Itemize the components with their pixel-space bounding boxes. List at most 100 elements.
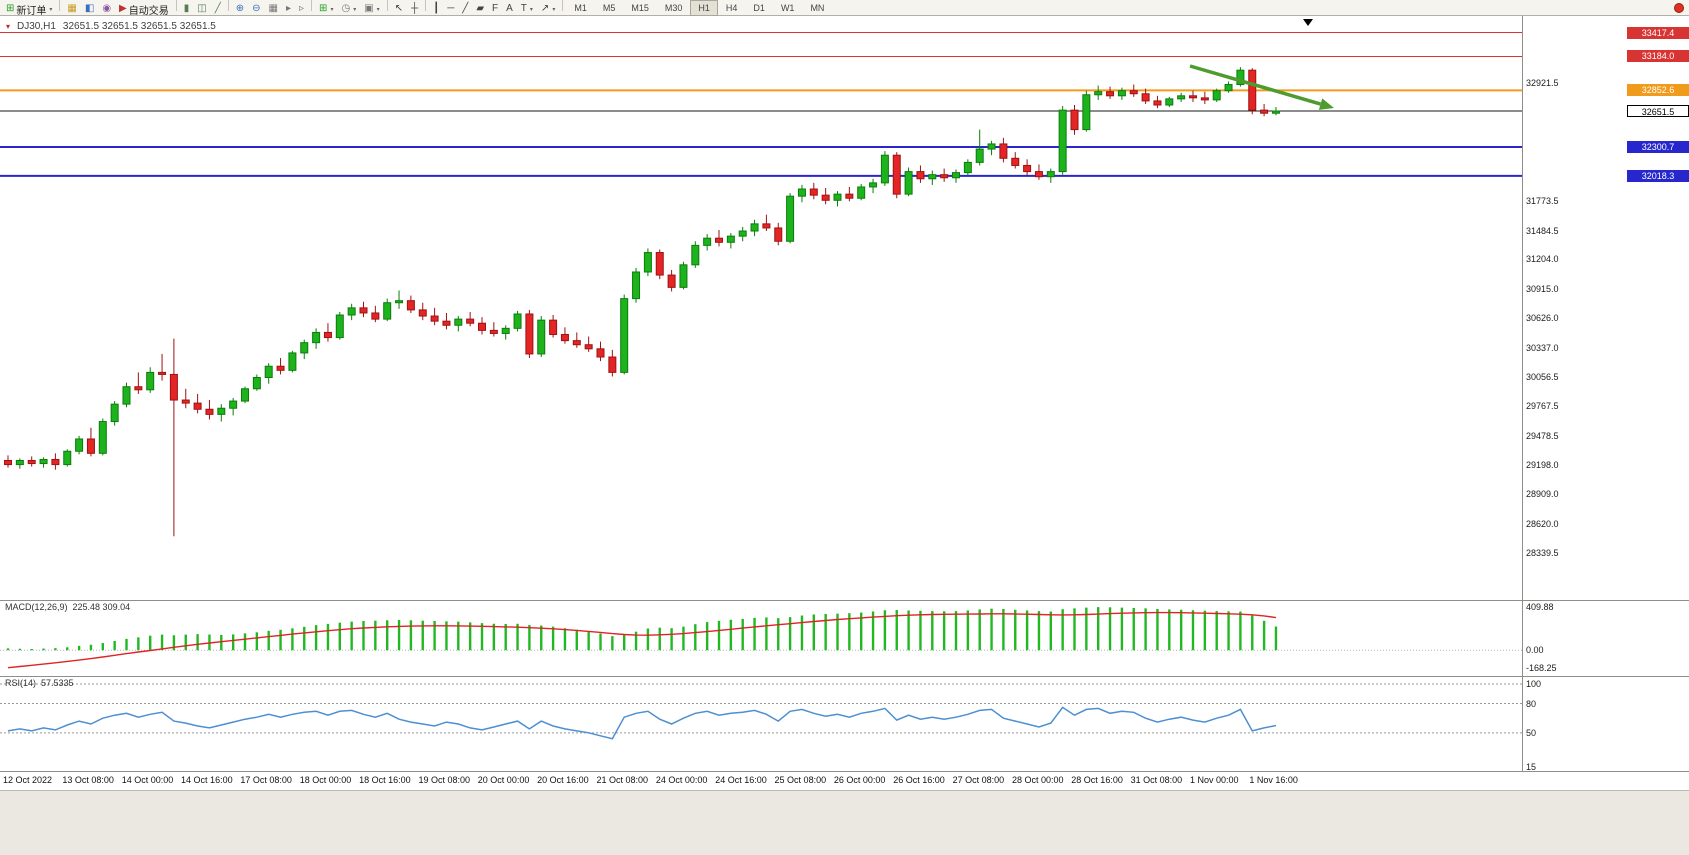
candle	[1023, 164, 1032, 173]
auto-scroll-icon[interactable]: ▸	[282, 1, 295, 17]
candle	[86, 438, 95, 454]
candle	[27, 459, 36, 465]
macd-bar	[1179, 609, 1183, 651]
timeframe-m5[interactable]: M5	[595, 0, 624, 16]
price-label: 30337.0	[1526, 343, 1559, 354]
bar-chart-type-icon[interactable]: ▮	[180, 1, 194, 17]
macd-bar	[931, 611, 934, 651]
chart-shift-icon[interactable]: ▹	[295, 1, 308, 17]
indicators-button[interactable]: ⊞ ▾	[315, 1, 337, 17]
candle	[892, 154, 901, 195]
timeframe-mn[interactable]: MN	[802, 0, 832, 16]
chart-ohlc: 32651.5 32651.5 32651.5 32651.5	[62, 21, 216, 32]
macd-bar	[18, 648, 22, 651]
cursor-icon[interactable]: ↖	[391, 1, 407, 17]
candle	[596, 348, 605, 358]
candle	[300, 342, 309, 354]
channel-icon[interactable]: ▰	[472, 1, 488, 17]
text-icon: A	[506, 3, 513, 14]
candlestick-type-icon[interactable]: ◫	[193, 1, 210, 17]
autotrading-button[interactable]: ▶ 自动交易	[115, 1, 173, 17]
main-chart[interactable]	[0, 16, 1522, 600]
price-label: 31773.5	[1526, 195, 1559, 206]
candle	[940, 174, 949, 179]
new-order-icon: ⊞	[6, 3, 15, 14]
macd-scale-label: 409.88	[1526, 602, 1554, 612]
candle	[679, 264, 688, 288]
time-label: 19 Oct 08:00	[418, 775, 470, 785]
zoom-in-icon[interactable]: ⊕	[232, 1, 248, 17]
new-order-button-label: 新订单	[16, 5, 47, 17]
macd-bar	[101, 643, 104, 651]
candle	[1058, 109, 1067, 173]
macd-bar	[966, 610, 970, 651]
time-label: 18 Oct 00:00	[299, 775, 352, 785]
candle	[205, 408, 214, 415]
autotrading-button-label: 自动交易	[128, 5, 169, 17]
candle	[1224, 84, 1233, 92]
macd-bar	[883, 610, 887, 651]
candle	[987, 143, 996, 150]
timeframe-h1[interactable]: H1	[690, 0, 718, 16]
timeframe-d1[interactable]: D1	[745, 0, 773, 16]
arrows-icon[interactable]: ↗ ▾	[537, 1, 559, 17]
trendline-icon[interactable]: ╱	[458, 1, 472, 17]
candle	[335, 314, 344, 339]
new-order-button[interactable]: ⊞ 新订单 ▾	[2, 1, 56, 17]
macd-bar	[800, 615, 804, 651]
macd-bar	[77, 645, 81, 651]
line-chart-type-icon: ╱	[214, 3, 221, 14]
rsi-panel[interactable]	[0, 676, 1522, 771]
time-label: 24 Oct 00:00	[655, 775, 708, 785]
vertical-line-icon[interactable]: ┃	[429, 1, 443, 17]
timeframe-d1-label: D1	[753, 3, 765, 13]
crosshair-icon[interactable]: ┼	[407, 1, 422, 17]
market-watch-icon[interactable]: ▦	[63, 1, 80, 17]
line-chart-type-icon[interactable]: ╱	[211, 1, 225, 17]
price-label: 28620.0	[1526, 518, 1559, 529]
rsi-line	[7, 706, 1277, 740]
trend-arrow-head	[1318, 98, 1334, 110]
macd-bar	[149, 635, 152, 651]
macd-bar	[172, 635, 176, 651]
candle	[762, 223, 771, 229]
timeframe-m1[interactable]: M1	[566, 0, 595, 16]
timeframe-w1[interactable]: W1	[773, 0, 803, 16]
candle	[395, 300, 404, 304]
tile-windows-icon[interactable]: ▦	[265, 1, 282, 17]
label-icon[interactable]: T ▾	[517, 1, 537, 17]
strategy-tester-icon[interactable]: ◉	[98, 1, 115, 17]
fibonacci-icon[interactable]: F	[488, 1, 502, 17]
crosshair-icon: ┼	[411, 3, 419, 14]
timeframe-m15-label: M15	[631, 3, 649, 13]
time-label: 28 Oct 00:00	[1011, 775, 1064, 785]
timeframe-m15[interactable]: M15	[623, 0, 657, 16]
timeframe-h4[interactable]: H4	[718, 0, 746, 16]
channel-icon: ▰	[476, 3, 485, 14]
community-icon[interactable]	[1674, 3, 1684, 13]
text-icon[interactable]: A	[502, 1, 517, 17]
macd-bar	[895, 610, 898, 651]
candle	[880, 154, 889, 184]
macd-panel[interactable]	[0, 600, 1522, 676]
bar-chart-type-icon: ▮	[183, 3, 190, 14]
separator-macd-rsi[interactable]	[0, 676, 1689, 677]
separator-main-macd[interactable]	[0, 600, 1689, 601]
candle	[1034, 171, 1043, 178]
time-label: 14 Oct 16:00	[181, 775, 233, 785]
periods-button[interactable]: ◷ ▾	[337, 1, 360, 17]
candle	[1117, 90, 1126, 97]
toolbar-separator	[562, 0, 564, 11]
timeframe-m30[interactable]: M30	[657, 0, 691, 16]
candle	[916, 171, 925, 180]
horizontal-line-icon[interactable]: ─	[443, 1, 458, 17]
macd-bar	[374, 620, 377, 651]
data-window-icon[interactable]: ◧	[81, 1, 98, 17]
zoom-out-icon[interactable]: ⊖	[248, 1, 264, 17]
templates-button[interactable]: ▣ ▾	[360, 1, 383, 17]
macd-bar	[362, 621, 365, 651]
macd-bar	[457, 621, 460, 651]
label-icon: T	[520, 3, 527, 14]
macd-bar	[765, 617, 768, 651]
